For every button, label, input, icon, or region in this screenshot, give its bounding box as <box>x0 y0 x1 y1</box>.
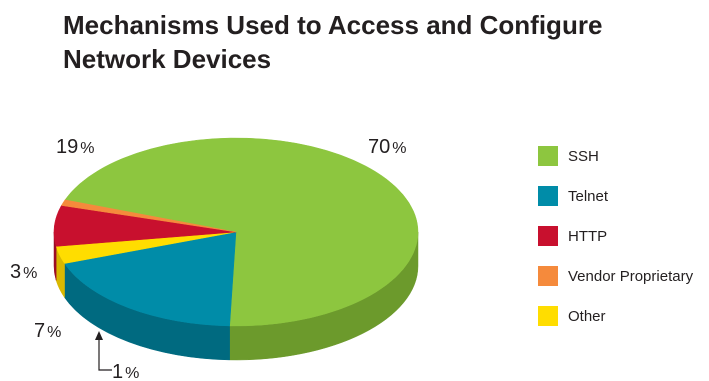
legend-swatch-http <box>538 226 558 246</box>
legend-label-ssh: SSH <box>568 147 599 165</box>
legend-swatch-telnet <box>538 186 558 206</box>
slice-label-other: 3% <box>10 261 37 283</box>
legend-label-telnet: Telnet <box>568 187 609 205</box>
pie-tops <box>53 137 419 327</box>
legend-item-other: Other <box>538 306 693 326</box>
legend-swatch-ssh <box>538 146 558 166</box>
legend-item-vendor-proprietary: Vendor Proprietary <box>538 266 693 286</box>
legend-label-vendor-proprietary: Vendor Proprietary <box>568 267 694 285</box>
legend-item-ssh: SSH <box>538 146 693 166</box>
legend-label-http: HTTP <box>568 227 608 245</box>
one-percent-callout-line <box>98 338 112 371</box>
chart-title: Mechanisms Used to Access and Configure … <box>63 10 603 74</box>
pie-sides <box>53 231 419 361</box>
one-percent-callout-arrow <box>95 331 103 340</box>
pie-slice-telnet <box>64 231 237 327</box>
slice-label-telnet: 19% <box>56 136 94 158</box>
legend-item-telnet: Telnet <box>538 186 693 206</box>
legend-swatch-vendor-proprietary <box>538 266 558 286</box>
legend-item-http: HTTP <box>538 226 693 246</box>
legend: SSH Telnet HTTP Vendor Proprietary Other <box>538 146 693 346</box>
legend-swatch-other <box>538 306 558 326</box>
slice-label-vendor-proprietary: 1% <box>112 361 139 381</box>
legend-label-other: Other <box>568 307 606 325</box>
pie-slice-vendor-proprietary <box>61 199 237 233</box>
slice-label-http: 7% <box>34 320 61 342</box>
pie-labels: 70 % 19 % 3 % 7 % 1% <box>10 136 406 381</box>
pie-slice-ssh <box>64 137 419 327</box>
slice-label-ssh: 70% <box>368 136 406 158</box>
